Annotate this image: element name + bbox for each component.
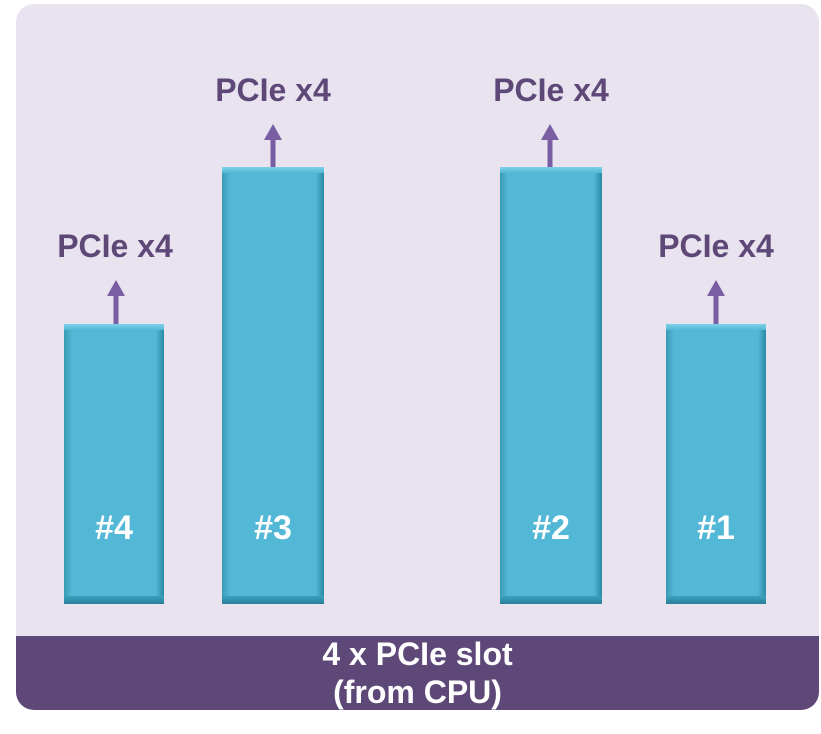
- slot-4-label: PCIe x4: [57, 228, 173, 264]
- slot-3-number: #3: [254, 509, 292, 547]
- slot-1: #1: [666, 324, 766, 604]
- slot-1-label: PCIe x4: [658, 228, 774, 264]
- slot-1-arrow-icon: [707, 280, 725, 326]
- slot-2-label: PCIe x4: [493, 72, 609, 108]
- slot-4-number: #4: [95, 509, 133, 547]
- diagram-panel: PCIe x4 #4 PCIe x4 #3 PCIe x4 #2 PCIe x4…: [16, 4, 819, 710]
- slot-4-arrow-icon: [107, 280, 125, 326]
- footer-caption: 4 x PCIe slot (from CPU): [16, 636, 819, 710]
- slot-2-arrow-icon: [541, 124, 559, 170]
- slot-1-number: #1: [697, 509, 735, 547]
- footer-line-1: 4 x PCIe slot: [322, 636, 513, 672]
- slot-3-label: PCIe x4: [215, 72, 331, 108]
- slot-3-arrow-icon: [264, 124, 282, 170]
- slot-2: #2: [500, 167, 602, 604]
- slot-2-number: #2: [532, 509, 570, 547]
- footer-line-2: (from CPU): [333, 674, 502, 710]
- slot-3: #3: [222, 167, 324, 604]
- slot-4: #4: [64, 324, 164, 604]
